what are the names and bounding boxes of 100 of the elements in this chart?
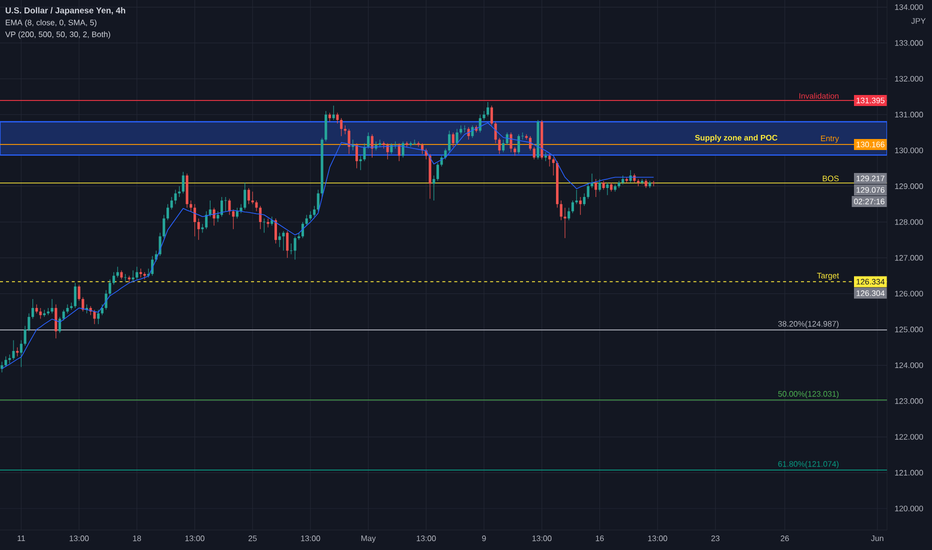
- candlestick: [313, 206, 316, 217]
- candlestick: [348, 128, 350, 154]
- candlestick: [197, 218, 200, 240]
- candlestick: [494, 121, 497, 144]
- candlestick: [502, 139, 505, 152]
- candlestick: [212, 207, 216, 226]
- candlestick: [28, 313, 30, 332]
- candlestick: [255, 200, 258, 212]
- candlestick: [316, 189, 320, 212]
- candlestick: [486, 102, 490, 117]
- candlestick: [290, 243, 293, 255]
- candlestick: [590, 173, 594, 188]
- candlestick: [432, 175, 436, 201]
- candlestick: [363, 142, 366, 162]
- candlestick: [62, 309, 65, 321]
- candlestick: [228, 198, 231, 216]
- candlestick: [116, 266, 119, 278]
- candlestick: [367, 132, 370, 149]
- candlestick: [436, 162, 439, 182]
- candlestick: [224, 196, 228, 212]
- candlestick: [309, 210, 312, 221]
- candlestick: [216, 210, 220, 222]
- candlestick: [398, 142, 400, 162]
- candlestick: [629, 170, 632, 183]
- candlestick: [478, 114, 482, 133]
- candlestick: [205, 210, 208, 230]
- candlestick: [490, 105, 493, 126]
- candlestick: [482, 110, 486, 120]
- text: U.S. Dollar / Japanese Yen, 4h: [6, 7, 126, 16]
- candlestick: [332, 105, 335, 120]
- candlestick: [274, 218, 278, 244]
- candlestick: [560, 200, 562, 221]
- candlestick: [39, 308, 42, 320]
- candlestick: [97, 309, 100, 324]
- candlestick: [471, 125, 474, 138]
- candlestick: [12, 340, 15, 360]
- candlestick: [594, 178, 598, 198]
- candlestick: [66, 304, 69, 314]
- candlestick: [190, 200, 192, 212]
- candlestick: [251, 191, 254, 204]
- candlestick: [552, 157, 555, 176]
- candlestick: [448, 130, 451, 152]
- candlestick: [598, 178, 601, 192]
- candlestick: [166, 204, 170, 221]
- candlestick: [579, 196, 582, 216]
- candlestick: [236, 207, 238, 219]
- candlestick: [20, 340, 22, 368]
- candlestick: [582, 193, 586, 206]
- candlestick: [606, 182, 609, 196]
- candlestick: [340, 118, 343, 136]
- candlestick: [266, 218, 270, 228]
- candlestick: [294, 236, 296, 260]
- candlestick: [178, 186, 181, 198]
- candlestick: [510, 132, 512, 152]
- candlestick: [82, 296, 84, 312]
- candlestick: [586, 182, 590, 200]
- candlestick: [24, 326, 26, 346]
- candlestick: [54, 304, 58, 339]
- candlestick: [93, 309, 96, 324]
- candlestick: [336, 112, 339, 124]
- candlestick: [74, 282, 76, 308]
- candlestick: [456, 128, 458, 146]
- candlestick: [305, 214, 308, 226]
- candlestick: [498, 138, 501, 154]
- candlestick: [182, 172, 184, 194]
- candlestick: [532, 146, 536, 160]
- candlestick: [108, 279, 112, 296]
- candlestick: [417, 141, 420, 148]
- candlestick: [452, 132, 454, 148]
- candlestick: [247, 188, 250, 204]
- candlestick: [262, 218, 266, 234]
- candlestick: [50, 298, 54, 314]
- candlestick: [193, 204, 196, 237]
- candlestick: [282, 230, 285, 251]
- candlestick: [112, 272, 116, 285]
- candlestick: [259, 206, 262, 230]
- candlestick: [220, 196, 224, 217]
- candlestick: [370, 134, 374, 158]
- candlestick: [548, 154, 551, 167]
- candlestick: [244, 182, 246, 210]
- candlestick: [575, 189, 578, 204]
- candlestick: [136, 266, 138, 280]
- candlestick: [564, 207, 566, 238]
- candlestick: [278, 232, 281, 248]
- candlestick: [568, 207, 570, 221]
- candlestick: [232, 209, 235, 230]
- candlestick: [78, 284, 80, 302]
- candlestick: [402, 141, 404, 158]
- candlestick: [132, 270, 134, 282]
- candlestick: [517, 134, 520, 154]
- candlestick: [58, 316, 62, 334]
- candlestick: [240, 204, 242, 214]
- candlestick: [355, 142, 358, 169]
- candlestick: [286, 230, 289, 258]
- candlestick: [32, 298, 34, 320]
- candlestick: [571, 200, 574, 214]
- candlestick: [174, 189, 177, 204]
- candlestick: [100, 304, 104, 316]
- candlestick: [104, 290, 108, 310]
- candlestick: [162, 214, 166, 238]
